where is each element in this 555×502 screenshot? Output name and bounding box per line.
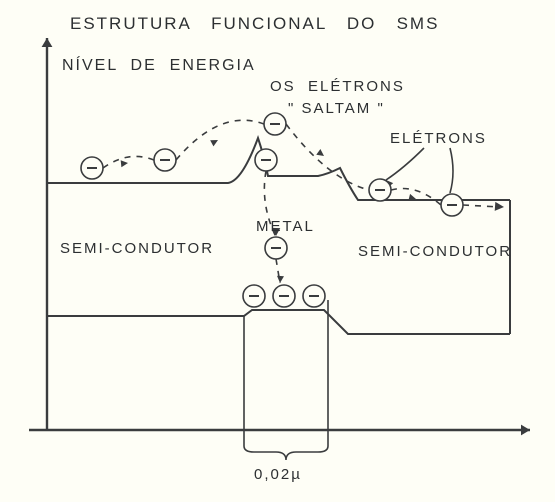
sms-energy-diagram — [0, 0, 555, 502]
